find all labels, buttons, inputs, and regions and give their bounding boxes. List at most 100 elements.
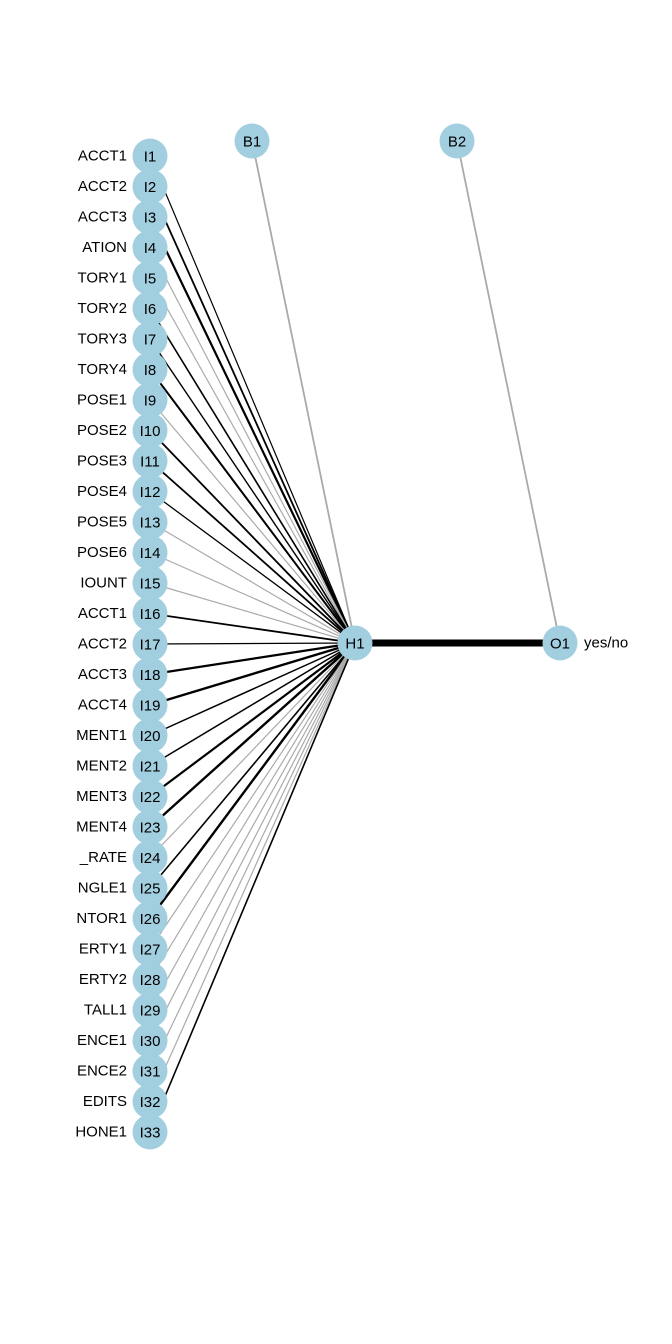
bias-node-b1: B1	[234, 123, 270, 159]
input-node-i2: I2	[132, 169, 168, 204]
input-node-i28-circle	[132, 962, 168, 997]
input-node-i11: I11	[132, 443, 168, 479]
input-node-i21-label: I21	[140, 759, 161, 776]
input-node-i16-label: I16	[140, 606, 161, 623]
edge-i9-h1	[149, 399, 356, 644]
input-node-i7: I7	[132, 321, 168, 357]
input-variable-label: ACCT3	[78, 666, 127, 683]
input-node-i21: I21	[132, 748, 168, 784]
connections	[149, 140, 561, 1133]
input-node-i16-circle	[132, 596, 168, 631]
input-node-i14-circle	[132, 535, 168, 570]
input-node-i4: I4	[132, 230, 168, 265]
edge-i23-h1	[149, 642, 356, 828]
input-variable-label: MENT3	[76, 788, 127, 805]
input-node-i8: I8	[132, 352, 168, 387]
input-node-i11-circle	[132, 443, 168, 479]
input-node-i10-label: I10	[140, 423, 161, 440]
edge-i8-h1	[149, 368, 356, 644]
input-node-i14: I14	[132, 535, 168, 570]
nodes: I1 I2 I3 I4 I5 I6 I7 I8 I9 I10 I11 I12 I13 I14 I15 I16 I…	[132, 123, 628, 1150]
edge-b2-o1	[456, 140, 561, 644]
input-variable-label: HONE1	[75, 1124, 127, 1141]
input-node-i18-label: I18	[140, 667, 161, 684]
input-node-i24-label: I24	[140, 850, 161, 867]
input-node-i32: I32	[132, 1084, 168, 1119]
edge-i28-h1	[149, 642, 356, 980]
input-node-i20-label: I20	[140, 728, 161, 745]
input-node-i31-circle	[132, 1053, 168, 1089]
input-node-i27: I27	[132, 931, 168, 967]
edge-i10-h1	[149, 429, 356, 644]
input-node-i7-label: I7	[144, 332, 157, 349]
bias-node-b2: B2	[439, 123, 475, 159]
input-variable-label: MENT4	[76, 819, 127, 836]
input-variable-label: ACCT1	[78, 605, 127, 622]
input-node-i22-label: I22	[140, 789, 161, 806]
input-node-i32-label: I32	[140, 1094, 161, 1111]
input-node-i23: I23	[132, 809, 168, 845]
input-node-i5-label: I5	[144, 271, 157, 288]
edge-i22-h1	[149, 642, 356, 798]
output-node-o1-circle	[542, 625, 578, 661]
input-variable-label: TALL1	[84, 1002, 127, 1019]
input-node-i8-circle	[132, 352, 168, 387]
output-node-o1: O1	[542, 625, 578, 661]
input-node-i26-label: I26	[140, 911, 161, 928]
input-variable-label: ATION	[82, 239, 127, 256]
edge-i31-h1	[149, 642, 356, 1072]
input-node-i18-circle	[132, 657, 168, 692]
input-node-i26: I26	[132, 901, 168, 936]
input-node-i29-circle	[132, 992, 168, 1028]
input-node-i9-label: I9	[144, 393, 157, 410]
input-node-i6-circle	[132, 291, 168, 326]
input-node-i31: I31	[132, 1053, 168, 1089]
input-node-i9: I9	[132, 382, 168, 418]
input-variable-label: ACCT3	[78, 209, 127, 226]
input-node-i26-circle	[132, 901, 168, 936]
input-node-i15-circle	[132, 565, 168, 601]
input-node-i12-label: I12	[140, 484, 161, 501]
input-node-i31-label: I31	[140, 1064, 161, 1081]
input-node-i33: I33	[132, 1114, 168, 1150]
edge-i4-h1	[149, 247, 356, 644]
input-node-i27-circle	[132, 931, 168, 967]
input-node-i29-label: I29	[140, 1003, 161, 1020]
input-variable-label: POSE5	[77, 514, 127, 531]
input-node-i5-circle	[132, 260, 168, 296]
input-node-i24: I24	[132, 840, 168, 875]
input-variable-label: ENCE2	[77, 1063, 127, 1080]
hidden-node-h1-label: H1	[345, 636, 364, 653]
input-variable-label: MENT2	[76, 758, 127, 775]
edge-i6-h1	[149, 308, 356, 644]
input-node-i10-circle	[132, 413, 168, 448]
edge-i30-h1	[149, 642, 356, 1041]
input-node-i8-label: I8	[144, 362, 157, 379]
input-variable-label: TORY3	[78, 331, 127, 348]
input-variable-label: EDITS	[83, 1093, 127, 1110]
edge-i27-h1	[149, 642, 356, 950]
input-variable-label: ACCT1	[78, 148, 127, 165]
input-node-i19-circle	[132, 687, 168, 723]
input-node-i30-label: I30	[140, 1033, 161, 1050]
output-node-o1-label: O1	[550, 636, 570, 653]
edge-i26-h1	[149, 642, 356, 920]
input-node-i33-circle	[132, 1114, 168, 1150]
input-variable-label: POSE6	[77, 544, 127, 561]
input-node-i3: I3	[132, 199, 168, 235]
input-node-i20-circle	[132, 718, 168, 753]
edge-i11-h1	[149, 460, 356, 644]
input-node-i7-circle	[132, 321, 168, 357]
input-node-i22-circle	[132, 779, 168, 814]
input-node-i17-circle	[132, 626, 168, 662]
input-node-i24-circle	[132, 840, 168, 875]
input-variable-label: MENT1	[76, 727, 127, 744]
edge-b1-h1	[251, 140, 356, 644]
input-variable-label: ENCE1	[77, 1032, 127, 1049]
input-variable-label: ACCT2	[78, 636, 127, 653]
input-node-i15-label: I15	[140, 576, 161, 593]
edge-i12-h1	[149, 490, 356, 644]
edge-i14-h1	[149, 551, 356, 644]
input-node-i12: I12	[132, 474, 168, 509]
